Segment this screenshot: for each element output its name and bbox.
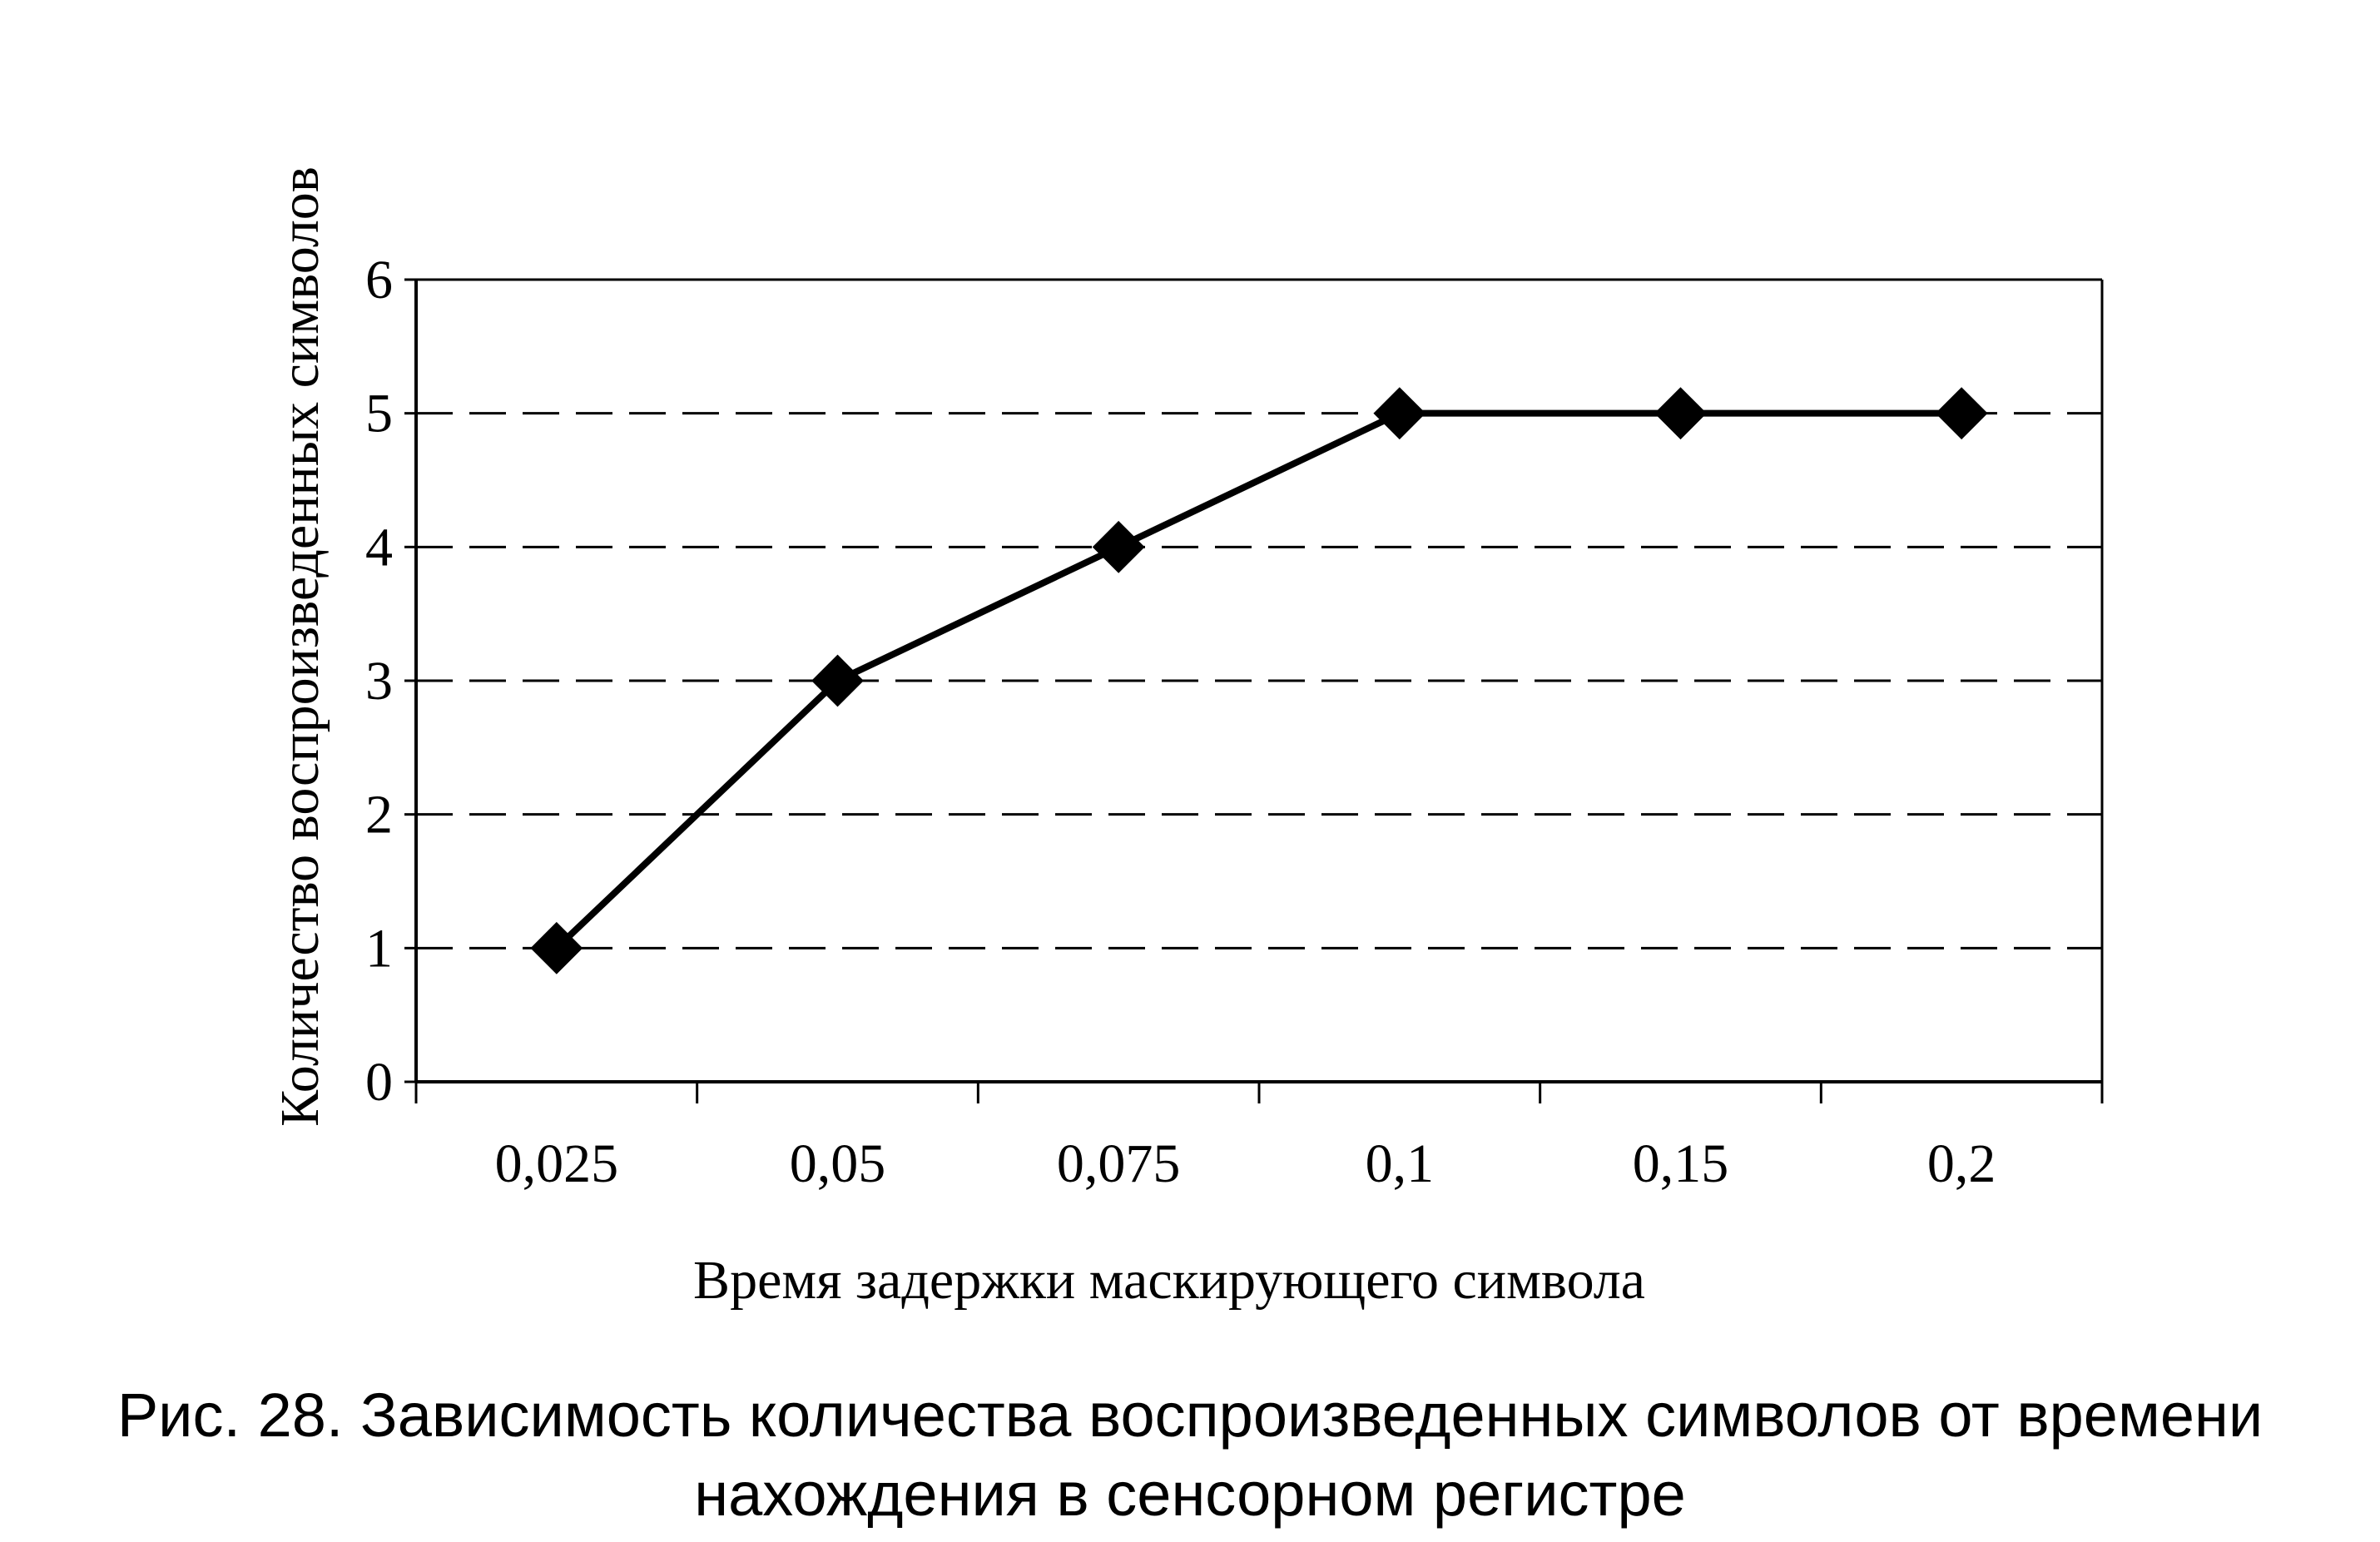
y-tick-label: 4 xyxy=(365,517,393,578)
data-point-marker xyxy=(1092,520,1145,573)
y-tick-label: 1 xyxy=(365,918,393,979)
y-axis-title: Количество воспроизведенных символов xyxy=(270,166,330,1127)
figure-caption-line-2: нахождения в сенсорном регистре xyxy=(694,1460,1686,1529)
data-point-marker xyxy=(1373,387,1426,440)
series xyxy=(530,387,1988,974)
x-tick-label: 0,075 xyxy=(1057,1133,1181,1194)
figure-caption-line-1: Рис. 28. Зависимость количества воспроиз… xyxy=(117,1381,2263,1450)
x-tick-label: 0,05 xyxy=(790,1133,886,1194)
data-point-marker xyxy=(530,921,583,974)
y-tick-label: 6 xyxy=(365,250,393,310)
x-tick-label: 0,025 xyxy=(495,1133,619,1194)
x-tick-label: 0,1 xyxy=(1366,1133,1435,1194)
tick-labels: 0 1 2 3 4 5 6 0,025 0,05 0,075 0,1 0,15 0,2 xyxy=(365,250,1996,1194)
x-axis-title: Время задержки маскирующего символа xyxy=(693,1250,1645,1311)
axes xyxy=(404,278,2104,1103)
series-line xyxy=(554,409,1962,951)
data-point-marker xyxy=(1935,387,1988,440)
x-tick-label: 0,15 xyxy=(1633,1133,1729,1194)
gridlines xyxy=(416,412,2102,949)
y-tick-label: 0 xyxy=(365,1052,393,1113)
y-tick-label: 2 xyxy=(365,785,393,845)
data-point-marker xyxy=(811,654,864,707)
data-point-marker xyxy=(1654,387,1707,440)
y-tick-label: 5 xyxy=(365,384,393,444)
x-tick-label: 0,2 xyxy=(1927,1133,1996,1194)
y-tick-label: 3 xyxy=(365,651,393,712)
